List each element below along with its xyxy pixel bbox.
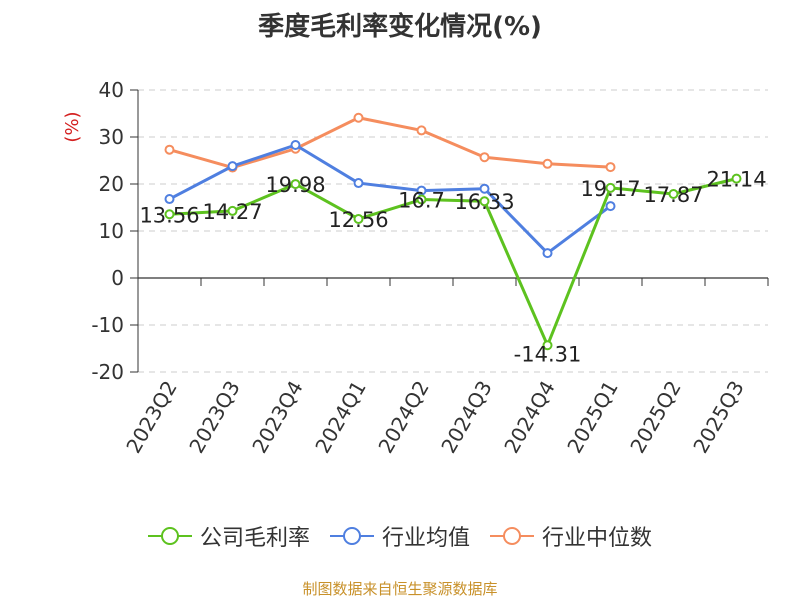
- x-tick-label: 2025Q2: [625, 377, 685, 458]
- legend-item-company[interactable]: 公司毛利率: [147, 520, 310, 552]
- x-tick-label: 2024Q1: [310, 377, 370, 458]
- legend-label-industry-median: 行业中位数: [542, 526, 653, 551]
- y-axis-label: (%): [62, 111, 83, 142]
- legend-item-industry-median[interactable]: 行业中位数: [490, 520, 652, 552]
- source-note: 制图数据来自恒生聚源数据库: [302, 580, 498, 598]
- company-dot: [227, 205, 238, 216]
- company-data-label: 21.14: [706, 168, 766, 192]
- x-tick-label: 2023Q4: [247, 377, 307, 458]
- company-data-label: 19.98: [265, 173, 325, 197]
- company-data-label: 19.17: [580, 177, 640, 201]
- x-tick-label: 2023Q2: [121, 377, 181, 458]
- y-tick-label: 30: [99, 125, 124, 149]
- legend-marker-company: [147, 527, 192, 545]
- industry-mean-dot: [290, 139, 301, 150]
- y-tick-label: 0: [111, 266, 124, 290]
- industry-mean-dot: [227, 161, 238, 172]
- y-tick-label: 10: [99, 219, 124, 243]
- industry-median-dot: [164, 144, 175, 155]
- y-tick-label: -10: [91, 313, 124, 337]
- company-data-label: -14.31: [514, 342, 582, 366]
- industry-median-dot: [479, 152, 490, 163]
- industry-median-line: [169, 116, 611, 170]
- company-dot: [416, 194, 427, 205]
- company-dot: [542, 340, 553, 351]
- company-data-label: 13.56: [139, 203, 199, 227]
- x-tick-label: 2024Q4: [499, 377, 559, 458]
- company-dot: [605, 182, 616, 193]
- legend: 公司毛利率 行业均值 行业中位数: [0, 520, 800, 552]
- y-tick-label: -20: [91, 360, 124, 384]
- company-data-label: 16.7: [398, 189, 445, 213]
- company-dot: [164, 209, 175, 220]
- company-data-label: 16.33: [454, 190, 514, 214]
- industry-median-dot: [416, 125, 427, 136]
- company-dot: [668, 189, 679, 200]
- x-tick-label: 2023Q3: [184, 377, 244, 458]
- company-dot: [290, 179, 301, 190]
- industry-mean-dot: [353, 178, 364, 189]
- legend-label-company: 公司毛利率: [199, 526, 310, 551]
- company-dot: [479, 196, 490, 207]
- series-lines: [164, 112, 742, 351]
- company-line: [169, 177, 737, 347]
- x-tick-label: 2024Q2: [373, 377, 433, 458]
- industry-median-dot: [353, 112, 364, 123]
- x-tick-label: 2024Q3: [436, 377, 496, 458]
- y-tick-label: 40: [99, 78, 124, 102]
- company-data-label: 17.87: [643, 183, 703, 207]
- legend-marker-industry-median: [490, 527, 534, 545]
- legend-label-industry-mean: 行业均值: [381, 526, 470, 551]
- y-tick-label: 20: [99, 172, 124, 196]
- industry-mean-dot: [164, 194, 175, 205]
- industry-mean-line: [168, 143, 612, 255]
- company-dot: [731, 173, 742, 184]
- company-data-label: 12.56: [328, 208, 388, 232]
- industry-mean-dot: [479, 183, 490, 194]
- industry-median-dot: [605, 162, 616, 173]
- company-dot: [353, 213, 364, 224]
- company-data-label: 14.27: [202, 200, 262, 224]
- legend-marker-industry-mean: [329, 527, 374, 545]
- chart-title: 季度毛利率变化情况(%): [258, 12, 542, 42]
- legend-item-industry-mean[interactable]: 行业均值: [329, 520, 470, 552]
- grid-lines: [138, 89, 768, 373]
- x-tick-label: 2025Q3: [688, 377, 748, 458]
- industry-median-dot: [542, 158, 553, 169]
- industry-mean-dot: [542, 248, 553, 259]
- industry-mean-dot: [605, 201, 616, 212]
- x-tick-label: 2025Q1: [562, 377, 622, 458]
